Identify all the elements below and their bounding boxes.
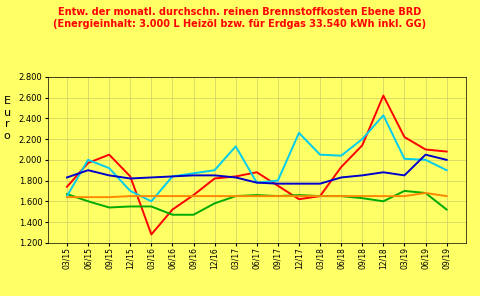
Text: Entw. der monatl. durchschn. reinen Brennstoffkosten Ebene BRD
(Energieinhalt: 3: Entw. der monatl. durchschn. reinen Bren… xyxy=(53,7,427,29)
Text: E
u
r
o: E u r o xyxy=(4,96,11,141)
